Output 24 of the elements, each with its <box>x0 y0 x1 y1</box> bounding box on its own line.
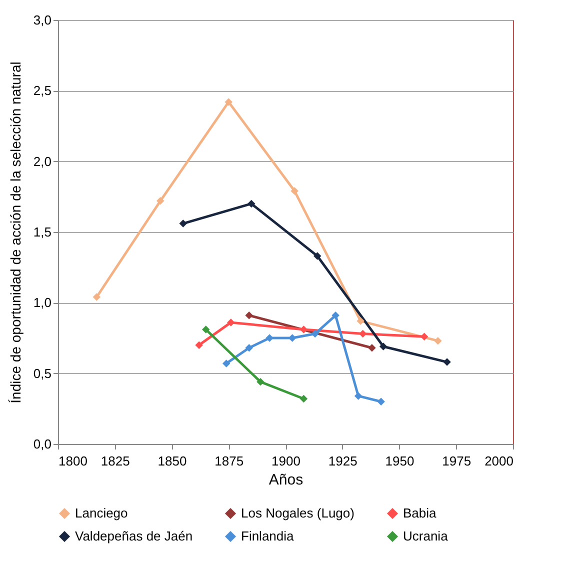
x-tick-label: 1975 <box>442 454 472 468</box>
x-tick-label: 1900 <box>272 454 300 468</box>
x-tick-label: 1825 <box>100 454 130 468</box>
legend-label: Lanciego <box>75 506 128 521</box>
y-tick-label: 1,5 <box>33 224 52 240</box>
x-tick-label: 1950 <box>385 454 414 468</box>
legend-label: Babia <box>403 506 438 521</box>
x-axis-title: Años <box>268 472 304 488</box>
x-tick-label: 1850 <box>158 454 187 468</box>
y-tick-label: 1,0 <box>33 295 52 310</box>
legend-label: Valdepeñas de Jaén <box>75 528 193 544</box>
y-tick-label: 2,5 <box>33 83 52 98</box>
y-tick-label: 2,0 <box>33 154 52 169</box>
x-tick-label: 1800 <box>58 454 88 468</box>
x-tick-label: 1875 <box>214 454 244 468</box>
x-tick-label: 1925 <box>328 454 358 468</box>
y-tick-label: 3,0 <box>33 12 52 28</box>
legend-label: Finlandia <box>241 528 295 544</box>
legend-label: Los Nogales (Lugo) <box>241 506 354 521</box>
y-axis-title: Índice de oportunidad de acción de la selección natural <box>7 62 24 404</box>
x-tick-label: 2000 <box>484 454 514 468</box>
y-tick-label: 0,5 <box>33 366 52 381</box>
legend-label: Ucrania <box>403 528 449 544</box>
y-tick-label: 0,0 <box>33 436 52 452</box>
